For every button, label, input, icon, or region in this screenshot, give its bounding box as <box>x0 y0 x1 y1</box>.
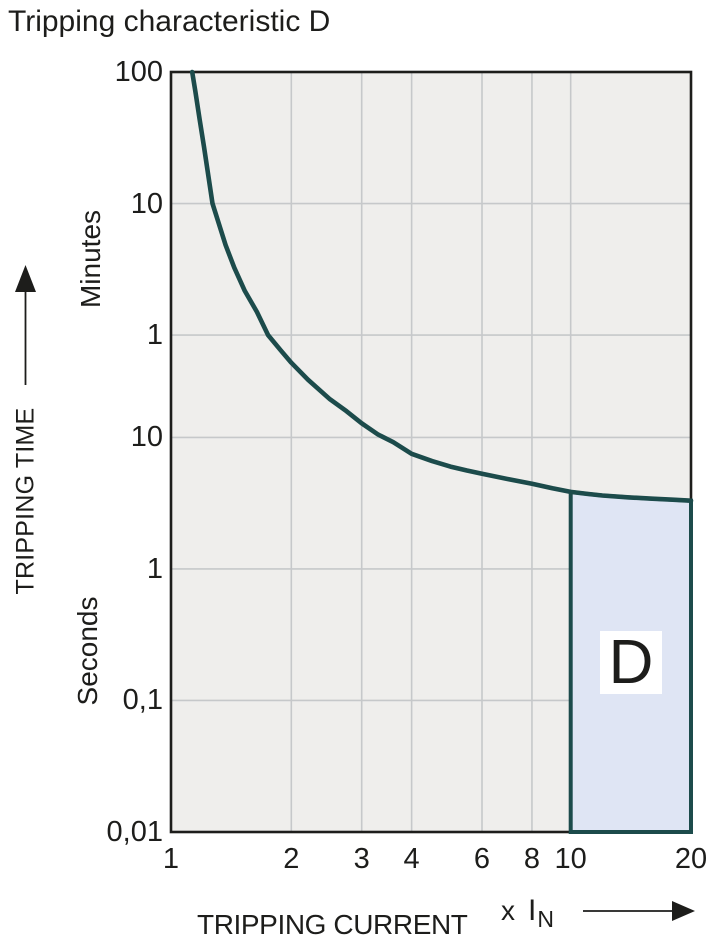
region-label-box: D <box>600 628 662 697</box>
x-axis-tick-label: 1 <box>162 843 180 875</box>
chart-title: Tripping characteristic D <box>8 5 331 38</box>
x-axis-unit-prefix: x <box>501 895 515 926</box>
plot-frame <box>169 70 693 834</box>
y-axis-tick-label: 100 <box>114 56 163 88</box>
x-axis-tick-label: 3 <box>353 843 370 875</box>
x-axis-tick-label: 6 <box>473 843 491 875</box>
y-axis-unit-minutes: Minutes <box>75 209 106 309</box>
x-axis-tick-label: 20 <box>674 843 708 875</box>
right-arrow-icon <box>672 901 695 921</box>
region-label: D <box>608 628 654 697</box>
y-axis-tick-label: 10 <box>130 187 163 220</box>
x-axis-tick-label: 2 <box>283 843 300 875</box>
x-axis-tick-label: 8 <box>523 843 541 875</box>
x-axis-tick-label: 4 <box>403 843 420 875</box>
y-axis-tick-label: 1 <box>146 552 163 585</box>
y-axis-title: TRIPPING TIME <box>11 407 40 595</box>
x-axis-unit: x IN <box>501 894 554 931</box>
x-axis-tick-label: 10 <box>554 843 587 875</box>
tripping-curve <box>189 69 694 503</box>
y-axis-tick-label: 0,01 <box>106 816 163 848</box>
y-axis-tick-label: 0,1 <box>122 684 163 717</box>
x-axis-unit-subscript: N <box>537 906 554 932</box>
x-axis-unit-symbol: I <box>528 894 537 927</box>
y-axis-unit-seconds: Seconds <box>72 596 103 706</box>
up-arrow-icon <box>15 265 36 292</box>
y-axis-tick-label: 1 <box>146 319 163 352</box>
y-axis-tick-label: 10 <box>130 421 163 454</box>
x-axis-title: TRIPPING CURRENT <box>197 909 468 940</box>
